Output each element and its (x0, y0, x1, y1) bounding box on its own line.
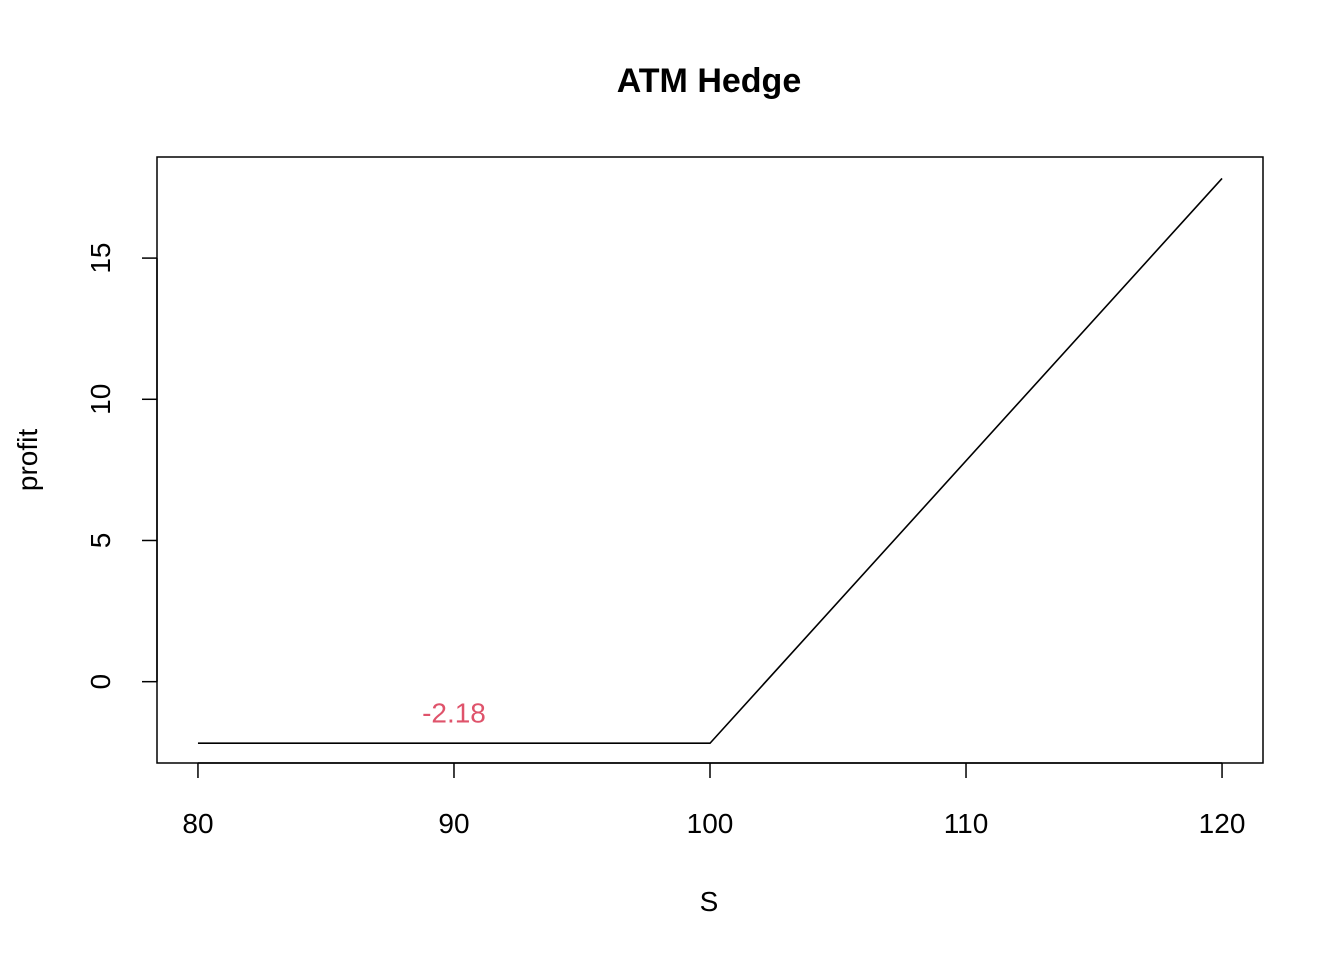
x-tick-label: 110 (944, 808, 989, 839)
x-tick-label: 90 (438, 808, 469, 839)
x-tick-label: 100 (687, 808, 734, 839)
y-axis-label: profit (12, 429, 43, 491)
y-tick-label: 0 (85, 674, 116, 690)
y-tick-label: 15 (85, 243, 116, 274)
series-layer (197, 177, 1223, 745)
x-axis-label: S (700, 886, 719, 917)
plot-frame (156, 156, 1264, 764)
y-tick-label: 5 (85, 533, 116, 549)
x-tick-label: 80 (182, 808, 213, 839)
annotation-layer: -2.18 (422, 698, 486, 729)
y-tick-label: 10 (85, 384, 116, 415)
series-line (197, 177, 1223, 745)
annotation-label: -2.18 (422, 698, 486, 729)
x-axis: 80 90 100 110 120 (182, 762, 1246, 839)
chart-title: ATM Hedge (617, 62, 801, 100)
x-tick-label: 120 (1199, 808, 1246, 839)
y-axis: 0 5 10 15 (85, 243, 158, 690)
